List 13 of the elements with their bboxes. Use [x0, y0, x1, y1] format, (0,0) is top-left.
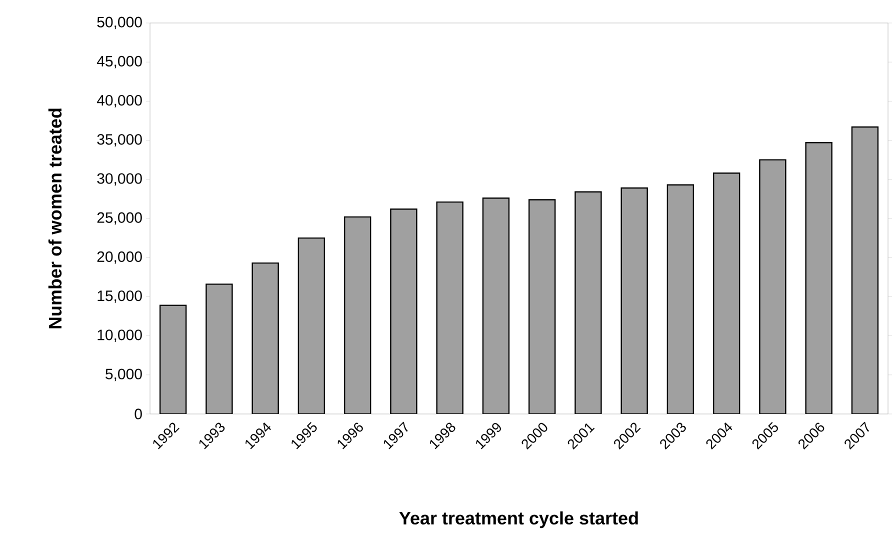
y-tick-label: 25,000 [97, 212, 142, 225]
y-tick-label: 0 [134, 408, 142, 420]
y-tick-label: 20,000 [97, 251, 142, 264]
y-tick-label: 10,000 [98, 330, 142, 342]
y-tick-label: 30,000 [97, 173, 142, 186]
y-tick-label: 50,000 [97, 16, 142, 30]
y-tick-label: 45,000 [96, 56, 142, 68]
x-axis-title: Year treatment cycle started [399, 511, 638, 528]
y-tick-label: 15,000 [98, 290, 142, 303]
y-axis-title: Number of women treated [48, 108, 62, 328]
y-tick-label: 5,000 [106, 368, 142, 382]
y-tick-label: 40,000 [96, 94, 142, 108]
y-tick-label: 35,000 [97, 134, 142, 146]
